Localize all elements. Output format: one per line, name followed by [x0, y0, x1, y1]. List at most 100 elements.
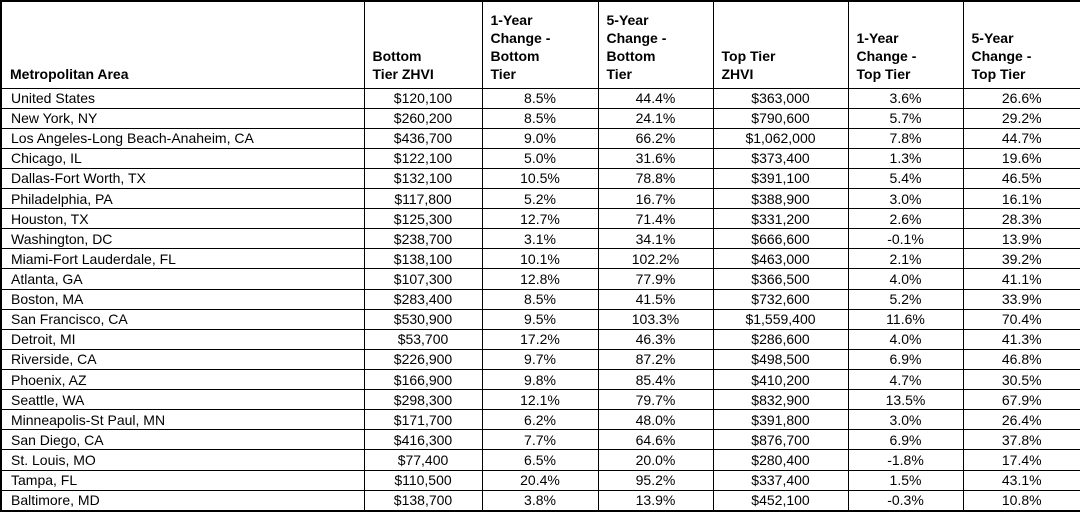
value-cell: 30.5% [962, 369, 1080, 391]
metro-area-cell: Los Angeles-Long Beach-Anaheim, CA [0, 127, 365, 149]
value-cell: -0.1% [847, 228, 964, 250]
value-cell: 46.3% [597, 328, 714, 350]
metro-area-cell: Phoenix, AZ [0, 369, 365, 391]
value-cell: 66.2% [597, 127, 714, 149]
column-header: Bottom Tier ZHVI [363, 0, 483, 89]
value-cell: 26.4% [962, 409, 1080, 431]
value-cell: 13.9% [962, 228, 1080, 250]
value-cell: 3.0% [847, 188, 964, 210]
value-cell: 7.8% [847, 127, 964, 149]
value-cell: $391,800 [712, 409, 849, 431]
metro-area-cell: Washington, DC [0, 228, 365, 250]
value-cell: 78.8% [597, 167, 714, 190]
metro-area-cell: Dallas-Fort Worth, TX [0, 167, 365, 190]
table-row: Washington, DC $238,700 3.1% 34.1% $666,600-… [0, 228, 1080, 250]
metro-area-cell: Riverside, CA [0, 348, 365, 371]
value-cell: 7.7% [481, 429, 599, 451]
value-cell: 37.8% [962, 429, 1080, 451]
metro-area-cell: Houston, TX [0, 208, 365, 230]
value-cell: $138,100 [363, 248, 483, 270]
value-cell: $280,400 [712, 449, 849, 471]
value-cell: 5.2% [847, 288, 964, 310]
metro-area-cell: Baltimore, MD [0, 489, 365, 512]
value-cell: $138,700 [363, 489, 483, 512]
table-row: United States $120,100 8.5% 44.4% $363,000 3.… [0, 87, 1080, 109]
value-cell: $117,800 [363, 188, 483, 210]
value-cell: 28.3% [962, 208, 1080, 230]
value-cell: 17.2% [481, 328, 599, 350]
value-cell: $298,300 [363, 389, 483, 411]
value-cell: 12.8% [481, 268, 599, 290]
value-cell: $363,000 [712, 87, 849, 109]
value-cell: 11.6% [847, 308, 964, 330]
value-cell: 8.5% [481, 107, 599, 129]
value-cell: 12.1% [481, 389, 599, 411]
metro-area-cell: Boston, MA [0, 288, 365, 310]
metro-area-cell: Philadelphia, PA [0, 188, 365, 210]
value-cell: 4.7% [847, 369, 964, 391]
value-cell: 41.3% [962, 328, 1080, 350]
value-cell: 48.0% [597, 409, 714, 431]
value-cell: 20.0% [597, 449, 714, 471]
table-row: Seattle, WA $298,300 12.1% 79.7% $832,900 13.… [0, 389, 1080, 411]
table-body: United States $120,100 8.5% 44.4% $363,000 3.… [0, 87, 1080, 512]
value-cell: 87.2% [597, 348, 714, 371]
column-header: Metropolitan Area [0, 0, 365, 89]
value-cell: 10.5% [481, 167, 599, 190]
value-cell: $416,300 [363, 429, 483, 451]
table-row: Philadelphia, PA $117,800 5.2% 16.7% $388,90… [0, 188, 1080, 210]
value-cell: 103.3% [597, 308, 714, 330]
table-row: St. Louis, MO $77,400 6.5% 20.0% $280,400 -1.… [0, 449, 1080, 471]
value-cell: 9.8% [481, 369, 599, 391]
value-cell: $410,200 [712, 369, 849, 391]
table-row: Tampa, FL $110,500 20.4% 95.2% $337,400 1.5% 4… [0, 469, 1080, 491]
value-cell: $452,100 [712, 489, 849, 512]
value-cell: $120,100 [363, 87, 483, 109]
value-cell: 33.9% [962, 288, 1080, 310]
value-cell: 16.1% [962, 188, 1080, 210]
value-cell: 70.4% [962, 308, 1080, 330]
value-cell: $366,500 [712, 268, 849, 290]
metro-area-cell: San Francisco, CA [0, 308, 365, 330]
value-cell: 9.0% [481, 127, 599, 149]
metro-area-cell: New York, NY [0, 107, 365, 129]
table-row: Dallas-Fort Worth, TX $132,100 10.5% 78.8% $… [0, 167, 1080, 190]
value-cell: $373,400 [712, 147, 849, 169]
metro-area-cell: Detroit, MI [0, 328, 365, 350]
value-cell: $166,900 [363, 369, 483, 391]
value-cell: $732,600 [712, 288, 849, 310]
column-header: 1-Year Change - Bottom Tier [481, 0, 599, 89]
value-cell: 26.6% [962, 87, 1080, 109]
value-cell: $1,062,000 [712, 127, 849, 149]
value-cell: 5.7% [847, 107, 964, 129]
value-cell: $110,500 [363, 469, 483, 491]
value-cell: $436,700 [363, 127, 483, 149]
column-header: 5-Year Change - Bottom Tier [597, 0, 714, 89]
value-cell: 10.8% [962, 489, 1080, 512]
value-cell: $1,559,400 [712, 308, 849, 330]
value-cell: 34.1% [597, 228, 714, 250]
value-cell: 46.5% [962, 167, 1080, 190]
value-cell: 10.1% [481, 248, 599, 270]
value-cell: $283,400 [363, 288, 483, 310]
table-row: Minneapolis-St Paul, MN $171,700 6.2% 48.0%… [0, 409, 1080, 431]
value-cell: $498,500 [712, 348, 849, 371]
value-cell: 6.2% [481, 409, 599, 431]
value-cell: 44.7% [962, 127, 1080, 149]
value-cell: 6.9% [847, 348, 964, 371]
metro-area-cell: Miami-Fort Lauderdale, FL [0, 248, 365, 270]
table-row: Miami-Fort Lauderdale, FL $138,100 10.1% 10… [0, 248, 1080, 270]
value-cell: 5.0% [481, 147, 599, 169]
value-cell: 24.1% [597, 107, 714, 129]
value-cell: 1.3% [847, 147, 964, 169]
value-cell: 41.5% [597, 288, 714, 310]
value-cell: 5.2% [481, 188, 599, 210]
header-row: Metropolitan Area Bottom Tier ZHVI 1-Year … [0, 0, 1080, 89]
value-cell: $171,700 [363, 409, 483, 431]
column-header: 5-Year Change - Top Tier [962, 0, 1080, 89]
value-cell: $132,100 [363, 167, 483, 190]
value-cell: $260,200 [363, 107, 483, 129]
value-cell: 9.5% [481, 308, 599, 330]
metro-area-cell: Atlanta, GA [0, 268, 365, 290]
